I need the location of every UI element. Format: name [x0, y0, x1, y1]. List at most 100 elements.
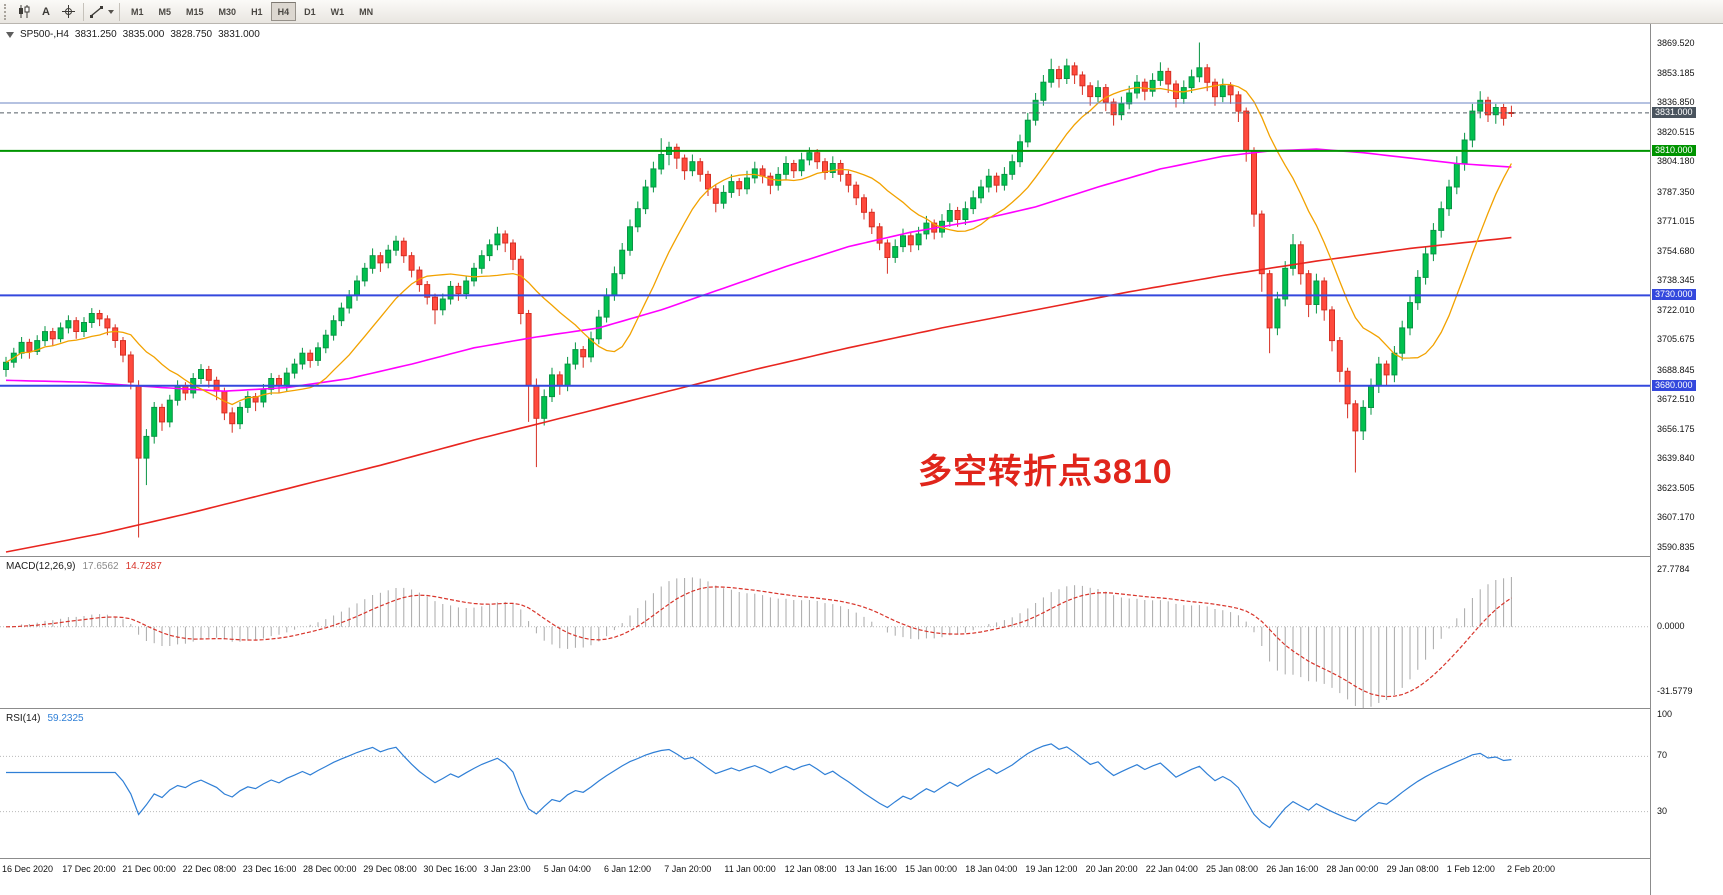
- chart-annotation: 多空转折点3810: [918, 453, 1173, 491]
- ohlc-open: 3831.250: [74, 29, 117, 40]
- time-axis-label: 15 Jan 00:00: [905, 864, 958, 874]
- rsi-axis-label: 70: [1657, 750, 1668, 761]
- crosshair-button[interactable]: [57, 2, 79, 22]
- rsi-chart-canvas[interactable]: [0, 709, 1650, 858]
- rsi-name: RSI(14): [6, 713, 41, 724]
- macd-name: MACD(12,26,9): [6, 561, 76, 572]
- time-axis-label: 30 Dec 16:00: [423, 864, 477, 874]
- ohlc-low: 3828.750: [170, 29, 213, 40]
- time-axis-label: 11 Jan 00:00: [724, 864, 776, 874]
- timeframe-button-m30[interactable]: M30: [212, 2, 244, 21]
- time-axis-label: 25 Jan 08:00: [1206, 864, 1259, 874]
- price-axis-label: 3738.345: [1657, 275, 1695, 286]
- price-axis[interactable]: 3869.520 3853.185 3836.850 3820.515 3804.180…: [1650, 24, 1723, 895]
- toolbar-separator: [119, 2, 120, 21]
- time-axis-label: 22 Dec 08:00: [182, 864, 237, 874]
- macd-chart-canvas[interactable]: [0, 557, 1650, 708]
- macd-panel: MACD(12,26,9) 17.6562 14.7287: [0, 556, 1650, 708]
- timeframe-button-w1[interactable]: W1: [324, 2, 352, 21]
- timeframe-button-h4[interactable]: H4: [270, 2, 297, 21]
- macd-signal-value: 14.7287: [125, 561, 162, 572]
- rsi-axis-label: 30: [1657, 805, 1668, 816]
- time-axis-label: 12 Jan 08:00: [784, 864, 837, 874]
- rsi-panel: RSI(14) 59.2325: [0, 708, 1650, 858]
- one-click-trading-icon[interactable]: [6, 31, 14, 38]
- symbol-period-label: SP500-,H4: [20, 29, 69, 40]
- price-axis-label: 3672.510: [1657, 394, 1695, 405]
- chart-title: SP500-,H4 3831.250 3835.000 3828.750 383…: [6, 29, 260, 40]
- draw-tools-button[interactable]: [88, 2, 115, 22]
- time-axis-label: 3 Jan 23:00: [483, 864, 531, 874]
- text-tool-button[interactable]: A: [35, 2, 57, 22]
- price-level-chip: 3831.000: [1652, 106, 1696, 118]
- time-axis-label: 29 Jan 08:00: [1386, 864, 1439, 874]
- time-axis-label: 2 Feb 20:00: [1507, 864, 1556, 874]
- price-axis-label: 3623.505: [1657, 482, 1695, 493]
- price-axis-label: 3705.675: [1657, 334, 1695, 345]
- macd-axis-label: 0.0000: [1657, 620, 1685, 631]
- price-axis-label: 3639.840: [1657, 453, 1695, 464]
- macd-axis-label: -31.5779: [1657, 685, 1693, 696]
- timeframe-button-m1[interactable]: M1: [124, 2, 151, 21]
- rsi-value: 59.2325: [47, 713, 84, 724]
- time-axis-label: 5 Jan 04:00: [543, 864, 591, 874]
- price-axis-label: 3607.170: [1657, 512, 1695, 523]
- time-axis-label: 1 Feb 12:00: [1446, 864, 1495, 874]
- time-axis-label: 18 Jan 04:00: [965, 864, 1018, 874]
- price-level-chip: 3680.000: [1652, 379, 1696, 391]
- time-axis-label: 7 Jan 20:00: [664, 864, 712, 874]
- time-axis-label: 22 Jan 04:00: [1145, 864, 1198, 874]
- ohlc-high: 3835.000: [122, 29, 165, 40]
- time-axis-label: 6 Jan 12:00: [604, 864, 652, 874]
- rsi-axis-label: 100: [1657, 709, 1673, 719]
- macd-main-value: 17.6562: [82, 561, 119, 572]
- ohlc-close: 3831.000: [218, 29, 260, 40]
- time-axis-label: 21 Dec 00:00: [122, 864, 176, 874]
- time-axis-label: 29 Dec 08:00: [363, 864, 417, 874]
- time-axis-label: 13 Jan 16:00: [844, 864, 897, 874]
- chart-area: SP500-,H4 3831.250 3835.000 3828.750 383…: [0, 24, 1650, 895]
- macd-axis-label: 27.7784: [1657, 563, 1690, 574]
- chevron-down-icon: [108, 9, 114, 14]
- trendline-icon: [90, 6, 103, 18]
- text-tool-label: A: [42, 5, 50, 18]
- timeframe-button-m5[interactable]: M5: [152, 2, 179, 21]
- time-axis[interactable]: 16 Dec 2020 17 Dec 20:00 21 Dec 00:00 22 De…: [0, 858, 1650, 880]
- time-axis-label: 28 Jan 00:00: [1326, 864, 1379, 874]
- candlestick-chart-button[interactable]: [13, 2, 35, 22]
- time-axis-label: 19 Jan 12:00: [1025, 864, 1078, 874]
- price-axis-label: 3656.175: [1657, 423, 1695, 434]
- toolbar-separator: [83, 2, 84, 21]
- time-axis-label: 23 Dec 16:00: [242, 864, 297, 874]
- price-axis-label: 3820.515: [1657, 126, 1695, 137]
- rsi-label: RSI(14) 59.2325: [6, 713, 84, 724]
- main-chart-canvas[interactable]: [0, 24, 1650, 556]
- price-axis-label: 3836.850: [1657, 97, 1695, 108]
- timeframe-button-d1[interactable]: D1: [297, 2, 323, 21]
- price-axis-label: 3771.015: [1657, 216, 1695, 227]
- price-axis-label: 3804.180: [1657, 156, 1695, 167]
- time-axis-label: 26 Jan 16:00: [1266, 864, 1319, 874]
- price-axis-label: 3688.845: [1657, 364, 1695, 375]
- timeframe-button-m15[interactable]: M15: [179, 2, 211, 21]
- time-axis-label: 17 Dec 20:00: [62, 864, 116, 874]
- price-level-chip: 3730.000: [1652, 289, 1696, 301]
- toolbar: A M1 M5 M15 M30 H1 H4 D1 W1 MN: [0, 0, 1723, 24]
- price-axis-label: 3590.835: [1657, 541, 1695, 552]
- timeframe-button-mn[interactable]: MN: [352, 2, 380, 21]
- time-axis-label: 16 Dec 2020: [2, 864, 54, 874]
- price-panel: SP500-,H4 3831.250 3835.000 3828.750 383…: [0, 24, 1650, 556]
- price-level-chip: 3810.000: [1652, 144, 1696, 156]
- time-axis-label: 28 Dec 00:00: [303, 864, 357, 874]
- timeframe-button-h1[interactable]: H1: [244, 2, 270, 21]
- time-axis-label: 20 Jan 20:00: [1085, 864, 1138, 874]
- timeframe-toolbar: M1 M5 M15 M30 H1 H4 D1 W1 MN: [124, 2, 380, 21]
- price-axis-label: 3853.185: [1657, 67, 1695, 78]
- candlestick-icon: [18, 5, 29, 18]
- toolbar-grip[interactable]: [4, 3, 9, 20]
- price-axis-label: 3869.520: [1657, 38, 1695, 49]
- crosshair-icon: [61, 5, 75, 18]
- macd-label: MACD(12,26,9) 17.6562 14.7287: [6, 561, 162, 572]
- price-axis-label: 3754.680: [1657, 245, 1695, 256]
